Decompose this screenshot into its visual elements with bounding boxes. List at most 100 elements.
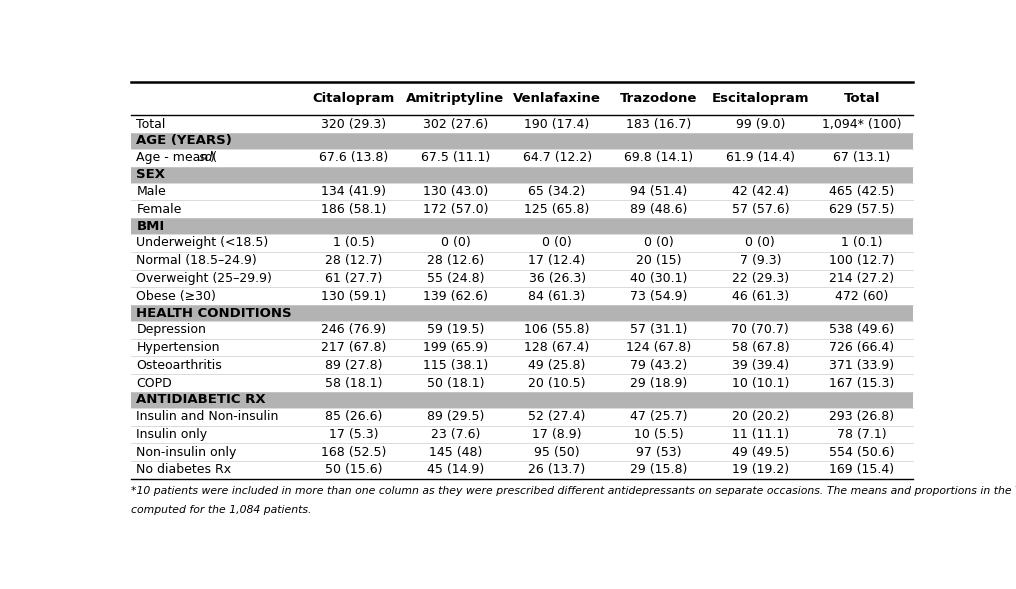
Text: 134 (41.9): 134 (41.9) [321, 185, 386, 198]
Text: 89 (27.8): 89 (27.8) [325, 359, 383, 372]
Bar [131, 321, 912, 339]
Text: 169 (15.4): 169 (15.4) [829, 464, 894, 477]
Text: Total: Total [136, 118, 166, 131]
Text: Age - mean (: Age - mean ( [136, 151, 217, 164]
Text: 19 (19.2): 19 (19.2) [732, 464, 788, 477]
Bar [131, 167, 912, 183]
Bar [131, 426, 912, 444]
Bar [131, 234, 912, 252]
Text: 52 (27.4): 52 (27.4) [528, 411, 586, 423]
Text: Insulin and Non-insulin: Insulin and Non-insulin [136, 411, 278, 423]
Text: 0 (0): 0 (0) [441, 236, 470, 250]
Text: 55 (24.8): 55 (24.8) [427, 272, 485, 285]
Text: 95 (50): 95 (50) [534, 446, 580, 459]
Bar [131, 444, 912, 461]
Text: 26 (13.7): 26 (13.7) [528, 464, 585, 477]
Text: 1 (0.1): 1 (0.1) [841, 236, 883, 250]
Text: 302 (27.6): 302 (27.6) [423, 118, 488, 131]
Bar [131, 339, 912, 356]
Text: Trazodone: Trazodone [620, 92, 697, 105]
Text: 70 (70.7): 70 (70.7) [732, 323, 789, 336]
Text: 79 (43.2): 79 (43.2) [630, 359, 688, 372]
Text: 10 (10.1): 10 (10.1) [732, 376, 789, 389]
Text: 49 (25.8): 49 (25.8) [528, 359, 586, 372]
Text: 217 (67.8): 217 (67.8) [321, 341, 386, 354]
Text: 167 (15.3): 167 (15.3) [829, 376, 895, 389]
Text: 65 (34.2): 65 (34.2) [528, 185, 585, 198]
Text: 29 (15.8): 29 (15.8) [630, 464, 688, 477]
Text: 371 (33.9): 371 (33.9) [829, 359, 894, 372]
Text: 472 (60): 472 (60) [835, 290, 889, 303]
Bar [131, 374, 912, 392]
Text: computed for the 1,084 patients.: computed for the 1,084 patients. [131, 505, 312, 515]
Text: AGE (YEARS): AGE (YEARS) [136, 134, 233, 147]
Text: 50 (15.6): 50 (15.6) [325, 464, 383, 477]
Text: 36 (26.3): 36 (26.3) [528, 272, 585, 285]
Bar [131, 461, 912, 479]
Text: 145 (48): 145 (48) [429, 446, 483, 459]
Text: No diabetes Rx: No diabetes Rx [136, 464, 232, 477]
Text: 17 (8.9): 17 (8.9) [532, 428, 582, 441]
Text: 0 (0): 0 (0) [644, 236, 674, 250]
Text: 46 (61.3): 46 (61.3) [732, 290, 788, 303]
Text: 89 (29.5): 89 (29.5) [427, 411, 484, 423]
Text: 67.6 (13.8): 67.6 (13.8) [319, 151, 388, 164]
Text: 0 (0): 0 (0) [746, 236, 775, 250]
Text: 58 (18.1): 58 (18.1) [325, 376, 383, 389]
Text: 246 (76.9): 246 (76.9) [321, 323, 386, 336]
Text: 0 (0): 0 (0) [543, 236, 572, 250]
Text: Osteoarthritis: Osteoarthritis [136, 359, 223, 372]
Text: 99 (9.0): 99 (9.0) [736, 118, 785, 131]
Text: 61 (27.7): 61 (27.7) [325, 272, 382, 285]
Text: 124 (67.8): 124 (67.8) [626, 341, 691, 354]
Bar [131, 149, 912, 167]
Text: 89 (48.6): 89 (48.6) [630, 203, 688, 216]
Text: 57 (31.1): 57 (31.1) [630, 323, 688, 336]
Text: 115 (38.1): 115 (38.1) [423, 359, 488, 372]
Text: 183 (16.7): 183 (16.7) [626, 118, 691, 131]
Text: 139 (62.6): 139 (62.6) [423, 290, 488, 303]
Text: ANTIDIABETIC RX: ANTIDIABETIC RX [136, 393, 266, 406]
Text: SEX: SEX [136, 168, 166, 181]
Text: 40 (30.1): 40 (30.1) [630, 272, 688, 285]
Bar [131, 115, 912, 133]
Text: 168 (52.5): 168 (52.5) [321, 446, 386, 459]
Text: 172 (57.0): 172 (57.0) [423, 203, 488, 216]
Text: 214 (27.2): 214 (27.2) [829, 272, 894, 285]
Text: 29 (18.9): 29 (18.9) [630, 376, 688, 389]
Text: 320 (29.3): 320 (29.3) [321, 118, 386, 131]
Text: COPD: COPD [136, 376, 172, 389]
Text: 190 (17.4): 190 (17.4) [524, 118, 589, 131]
Bar [131, 356, 912, 374]
Text: 293 (26.8): 293 (26.8) [829, 411, 894, 423]
Bar [131, 218, 912, 234]
Text: 57 (57.6): 57 (57.6) [732, 203, 789, 216]
Bar [131, 133, 912, 149]
Text: 49 (49.5): 49 (49.5) [732, 446, 789, 459]
Text: 538 (49.6): 538 (49.6) [829, 323, 895, 336]
Text: 59 (19.5): 59 (19.5) [427, 323, 484, 336]
Text: 17 (12.4): 17 (12.4) [528, 254, 585, 267]
Text: Underweight (<18.5): Underweight (<18.5) [136, 236, 268, 250]
Bar [131, 408, 912, 426]
Text: 28 (12.7): 28 (12.7) [325, 254, 382, 267]
Bar [131, 200, 912, 218]
Bar [131, 392, 912, 408]
Text: 130 (43.0): 130 (43.0) [423, 185, 488, 198]
Text: 100 (12.7): 100 (12.7) [829, 254, 895, 267]
Bar [131, 270, 912, 287]
Text: 94 (51.4): 94 (51.4) [630, 185, 688, 198]
Text: BMI: BMI [136, 220, 165, 233]
Text: Citalopram: Citalopram [313, 92, 395, 105]
Text: 20 (15): 20 (15) [636, 254, 682, 267]
Text: Insulin only: Insulin only [136, 428, 207, 441]
Text: Obese (≥30): Obese (≥30) [136, 290, 216, 303]
Text: *10 patients were included in more than one column as they were prescribed diffe: *10 patients were included in more than … [131, 486, 1016, 496]
Text: Female: Female [136, 203, 182, 216]
Text: 186 (58.1): 186 (58.1) [321, 203, 386, 216]
Text: 10 (5.5): 10 (5.5) [634, 428, 684, 441]
Text: 78 (7.1): 78 (7.1) [837, 428, 887, 441]
Text: 39 (39.4): 39 (39.4) [732, 359, 788, 372]
Text: 554 (50.6): 554 (50.6) [829, 446, 895, 459]
Text: Male: Male [136, 185, 167, 198]
